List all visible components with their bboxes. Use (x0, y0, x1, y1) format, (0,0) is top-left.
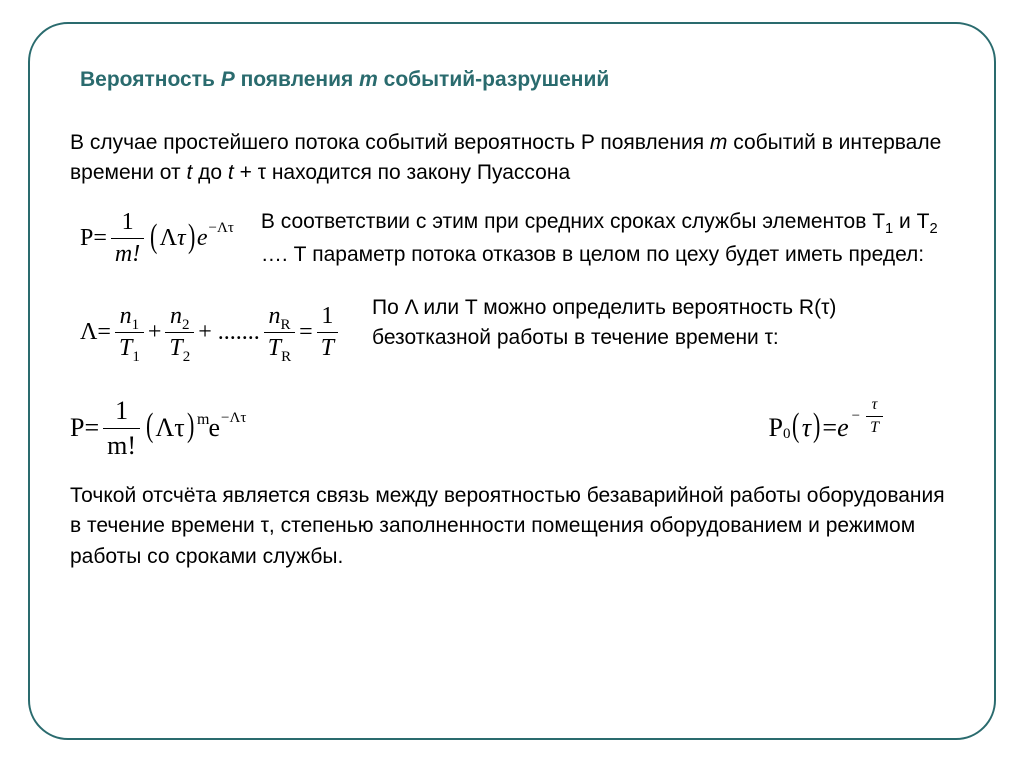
eq1-close: ) (188, 218, 195, 256)
eq2-trni: R (280, 317, 290, 333)
eq4-expminus: − (852, 408, 860, 425)
eq2-trdi: R (281, 349, 291, 365)
eq2-eq2: = (299, 319, 313, 346)
eq4-eq: = (822, 413, 837, 443)
eq3-m: m (197, 411, 209, 429)
p1-m: m (710, 131, 728, 154)
eq3-den: m! (103, 428, 140, 461)
p2-s2: 2 (929, 221, 937, 237)
p2-a: В соответствии с этим при средних сроках… (261, 210, 885, 233)
eq4-close: ) (813, 407, 820, 445)
eq1-tau: τ (177, 225, 186, 252)
eq2-trd: T (268, 335, 281, 361)
equation-1: P = 1 m! ( Λ τ ) e −Λτ (80, 209, 233, 268)
eq3-exp: −Λτ (221, 410, 246, 427)
paragraph-4: Точкой отсчёта является связь между веро… (70, 481, 954, 572)
eq1-P: P (80, 225, 93, 252)
eq2-t2di: 2 (183, 349, 191, 365)
eq3-close: ) (187, 407, 194, 445)
row-eq3-4: P = 1 m! ( Λ τ ) m e −Λτ P0 ( τ ) = e − (70, 396, 954, 461)
eq2-trn: n (268, 303, 280, 329)
eq2-t1ni: 1 (132, 317, 140, 333)
eq2-t2d: T (169, 335, 182, 361)
eq2-t1d: T (119, 335, 132, 361)
eq1-eq: = (93, 225, 107, 252)
title-m: m (359, 68, 378, 91)
eq2-f1: n1 T1 (115, 303, 144, 362)
title-post: событий-разрушений (378, 68, 609, 91)
eq3-e: e (208, 413, 220, 443)
p1-tau: τ (258, 161, 266, 184)
title-pre: Вероятность (80, 68, 221, 91)
equation-4: P0 ( τ ) = e − τ T (768, 408, 884, 449)
eq2-one: 1 (317, 303, 337, 332)
eq4-expden: T (870, 419, 879, 436)
eq2-t1n: n (120, 303, 132, 329)
title-P: P (221, 68, 235, 91)
eq3-open: ( (146, 407, 153, 445)
p1-a: В случае простейшего потока событий веро… (70, 131, 710, 154)
eq1-e: e (197, 225, 208, 252)
eq4-e: e (837, 413, 849, 443)
paragraph-2: В соответствии с этим при средних сроках… (261, 207, 954, 271)
eq3-P: P (70, 413, 84, 443)
eq1-num: 1 (118, 209, 138, 238)
eq4-open: ( (792, 407, 799, 445)
slide-frame: Вероятность P появления m событий-разруш… (28, 22, 996, 740)
eq1-den: m! (115, 241, 140, 267)
eq2-fr: nR TR (264, 303, 295, 362)
eq1-frac: 1 m! (111, 209, 144, 268)
equation-2: Λ = n1 T1 + n2 T2 + ....... nR TR = 1 T (80, 303, 342, 362)
eq1-exp: −Λτ (209, 220, 234, 237)
eq3-frac: 1 m! (103, 396, 140, 461)
eq4-P0: P (768, 413, 782, 443)
p1-d: находится по закону Пуассона (266, 161, 570, 184)
eq4-expfrac: τ T (866, 396, 883, 437)
title-mid: появления (235, 68, 359, 91)
p1-plus: + (234, 161, 258, 184)
eq2-t1di: 1 (132, 349, 140, 365)
eq2-f2: n2 T2 (165, 303, 194, 362)
eq2-eq: = (97, 319, 111, 346)
eq2-t2n: n (170, 303, 182, 329)
p2-s1: 1 (885, 221, 893, 237)
eq2-plus2: + ....... (198, 319, 260, 346)
paragraph-3: По Λ или T можно определить вероятность … (372, 293, 954, 354)
eq4-sub0: 0 (783, 426, 791, 443)
slide-title: Вероятность P появления m событий-разруш… (80, 68, 954, 92)
eq2-T: T (321, 335, 334, 361)
equation-3: P = 1 m! ( Λ τ ) m e −Λτ (70, 396, 245, 461)
eq4-tau: τ (802, 413, 811, 443)
p1-c: до (192, 161, 228, 184)
eq2-t2ni: 2 (182, 317, 190, 333)
eq2-plus: + (148, 319, 162, 346)
row-eq1: P = 1 m! ( Λ τ ) e −Λτ В соответствии с … (70, 207, 954, 271)
row-eq2: Λ = n1 T1 + n2 T2 + ....... nR TR = 1 T (70, 293, 954, 372)
paragraph-1: В случае простейшего потока событий веро… (70, 128, 954, 189)
eq3-eq: = (84, 413, 99, 443)
eq3-num: 1 (111, 396, 132, 428)
p2-dots: …. Т параметр потока отказов в целом по … (261, 243, 924, 266)
eq3-Lam: Λ (155, 413, 174, 443)
p2-and: и T (893, 210, 929, 233)
eq4-expnum: τ (872, 396, 878, 413)
eq1-Lam: Λ (160, 225, 177, 252)
eq4-exp: − τ T (852, 396, 887, 437)
eq1-open: ( (150, 218, 157, 256)
eq2-fT: 1 T (317, 303, 338, 362)
eq3-tau: τ (174, 413, 184, 443)
eq2-Lam: Λ (80, 319, 97, 346)
